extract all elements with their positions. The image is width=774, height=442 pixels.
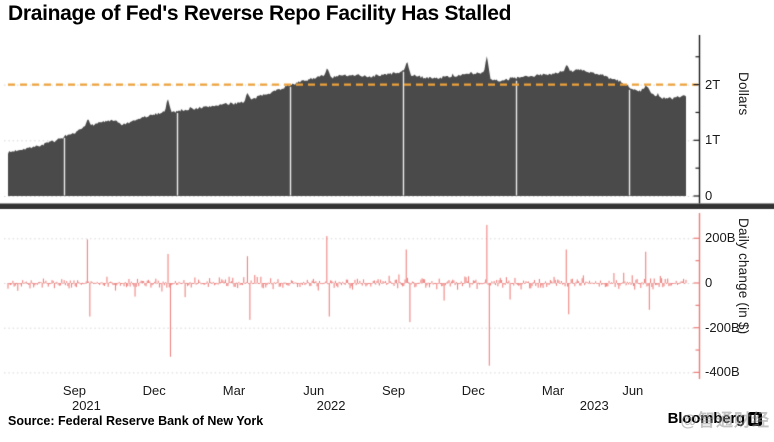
- x-tick-label: Sep: [62, 383, 87, 398]
- x-year-label: 2022: [316, 398, 346, 413]
- bloomberg-wordmark: Bloomberg: [667, 410, 746, 427]
- top-axis-label: Dollars: [736, 72, 751, 116]
- x-tick-label: Jun: [622, 383, 644, 398]
- bloomberg-logo: Bloomberg: [668, 410, 762, 427]
- x-year-label: 2021: [71, 398, 101, 413]
- bottom-y-tick-label: 200B: [705, 230, 736, 246]
- source-note: Source: Federal Reserve Bank of New York: [8, 414, 264, 428]
- x-tick-label: Dec: [142, 383, 166, 398]
- x-tick-label: Sep: [381, 383, 406, 398]
- x-tick-label: Mar: [541, 383, 565, 398]
- x-tick-label: Mar: [222, 383, 246, 398]
- bloomberg-square-icon: [748, 411, 762, 426]
- top-y-tick-label: 0: [705, 188, 713, 203]
- top-y-tick-label: 2T: [705, 76, 721, 92]
- x-tick-label: Dec: [461, 383, 485, 398]
- bottom-y-tick-label: -200B: [705, 319, 740, 335]
- bottom-axis-label: Daily change (in $): [736, 218, 751, 335]
- bottom-y-tick-label: -400B: [705, 364, 740, 380]
- x-year-label: 2023: [579, 398, 609, 413]
- top-y-tick-label: 1T: [705, 132, 721, 148]
- page-title: Drainage of Fed's Reverse Repo Facility …: [8, 2, 512, 25]
- bottom-y-tick-label: 0: [705, 275, 713, 290]
- x-tick-label: Jun: [303, 383, 325, 398]
